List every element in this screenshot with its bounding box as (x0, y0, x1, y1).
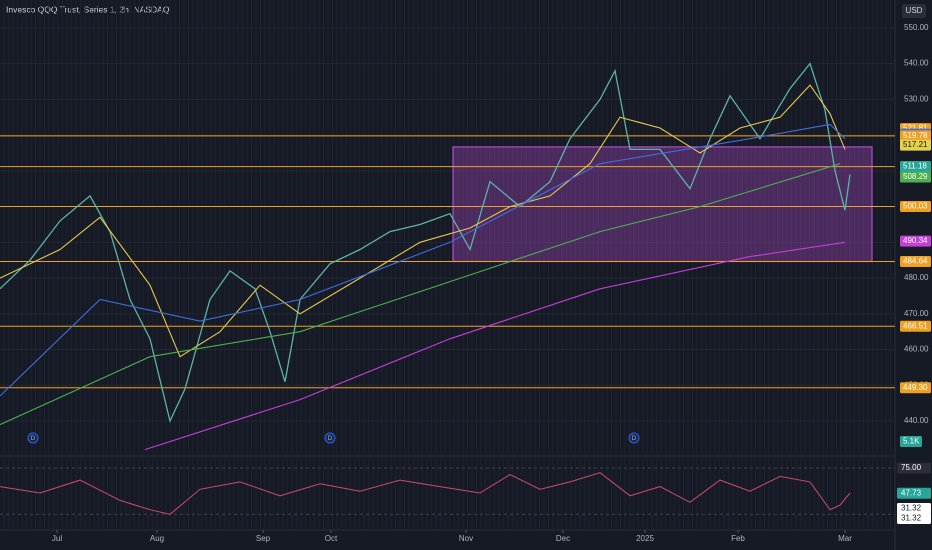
x-tick-label: Jul (52, 534, 62, 543)
price-label-box (900, 235, 931, 247)
x-tick-label: Aug (150, 534, 164, 543)
series-line (0, 84, 846, 358)
y-tick-label: 550.00 (904, 23, 929, 32)
price-label-box (900, 139, 931, 151)
price-label: 484.64 (903, 257, 928, 266)
x-tick-label: Feb (731, 534, 745, 543)
rsi-label-box (897, 462, 931, 474)
rsi-line (0, 472, 851, 515)
rsi-label: 31.32 (901, 504, 922, 513)
y-tick-label: 470.00 (904, 309, 929, 318)
series-line (0, 163, 841, 426)
zone (452, 146, 873, 263)
price-label-box (900, 200, 931, 212)
rsi-label-box (897, 487, 931, 499)
rsi-label: 31.32 (901, 514, 922, 523)
price-label: 508.29 (903, 172, 928, 181)
price-label: 449.30 (903, 383, 928, 392)
price-label-box (900, 255, 931, 267)
event-marker (324, 432, 336, 444)
series-line (0, 123, 846, 397)
price-label-box (900, 382, 931, 394)
event-label: D (328, 435, 333, 442)
rsi-label: 47.73 (901, 488, 922, 497)
price-label: 517.21 (903, 140, 928, 149)
series-line (0, 62, 851, 423)
y-tick-label: 460.00 (904, 345, 929, 354)
y-tick-label: 530.00 (904, 94, 929, 103)
chart-title: Invesco QQQ Trust, Series 1, 2h, NASDAQ (6, 4, 170, 14)
price-label: 500.03 (903, 202, 928, 211)
price-label: 519.78 (903, 131, 928, 140)
currency-box (902, 4, 926, 18)
volume-label-box (900, 436, 922, 447)
rsi-label: 75.00 (901, 463, 922, 472)
volume-label: 5.1K (903, 437, 920, 446)
currency: USD (906, 6, 923, 15)
event-label: D (632, 435, 637, 442)
y-tick-label: 480.00 (904, 273, 929, 282)
price-label-box (900, 130, 931, 142)
x-tick-label: Mar (838, 534, 852, 543)
x-tick-label: 2025 (636, 534, 654, 543)
rsi-label-box (897, 502, 931, 514)
price-label-box (900, 171, 931, 183)
x-tick-label: Dec (556, 534, 570, 543)
price-label-box (900, 161, 931, 173)
event-marker (27, 432, 39, 444)
price-label: 511.18 (903, 162, 927, 171)
price-label: 521.81 (903, 124, 928, 133)
price-label: 466.51 (903, 321, 928, 330)
price-label: 490.34 (903, 236, 928, 245)
x-tick-label: Oct (325, 534, 338, 543)
x-tick-label: Sep (256, 534, 271, 543)
x-tick-label: Nov (459, 534, 473, 543)
event-label: D (31, 435, 36, 442)
price-label-box (900, 320, 931, 332)
rsi-label-box (897, 512, 931, 524)
y-tick-label: 440.00 (904, 416, 929, 425)
y-tick-label: 540.00 (904, 59, 929, 68)
event-marker (628, 432, 640, 444)
series-line (144, 241, 846, 451)
